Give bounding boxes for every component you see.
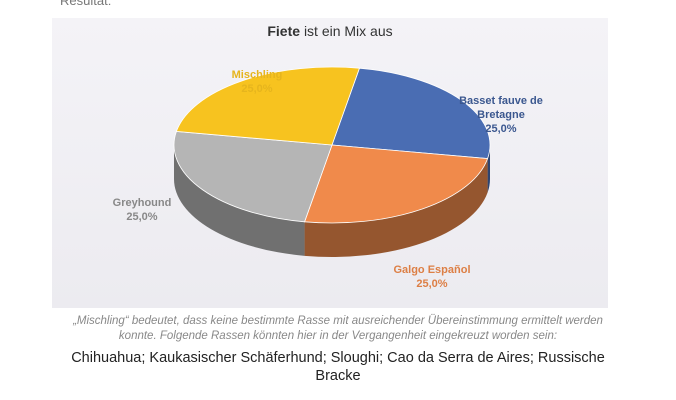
slice-name: Basset fauve de Bretagne xyxy=(459,95,543,121)
slice-name: Galgo Español xyxy=(393,264,471,276)
slice xyxy=(173,131,333,223)
slice xyxy=(304,144,489,224)
breed-list: Chihuahua; Kaukasischer Schäferhund; Slo… xyxy=(71,350,605,384)
slice xyxy=(175,66,360,146)
slice-label: Basset fauve de Bretagne 25,0% xyxy=(442,94,560,136)
slice-name: Mischling xyxy=(231,69,283,81)
slice-label: Greyhound 25,0% xyxy=(92,196,192,224)
slice-value: 25,0% xyxy=(241,83,273,95)
slice-value: 25,0% xyxy=(416,278,448,290)
chart-panel: Fiete ist ein Mix aus Basset fauve de Br… xyxy=(52,18,608,308)
title-rest: ist ein Mix aus xyxy=(304,23,393,39)
chart: Fiete ist ein Mix aus xyxy=(173,23,491,257)
slice-label: Galgo Español 25,0% xyxy=(372,263,492,291)
caption: „Mischling“ bedeutet, dass keine bestimm… xyxy=(73,315,603,342)
slice-side xyxy=(304,158,488,257)
slice-name: Greyhound xyxy=(112,197,172,209)
title-bold: Fiete xyxy=(267,23,300,39)
header: Resultat: xyxy=(60,0,112,8)
slice-side xyxy=(174,145,305,256)
slice-value: 25,0% xyxy=(485,123,517,135)
slice-label: Mischling 25,0% xyxy=(202,68,312,96)
slice-value: 25,0% xyxy=(126,211,158,223)
slice xyxy=(331,67,491,159)
chart-title: Fiete ist ein Mix aus xyxy=(267,23,392,39)
